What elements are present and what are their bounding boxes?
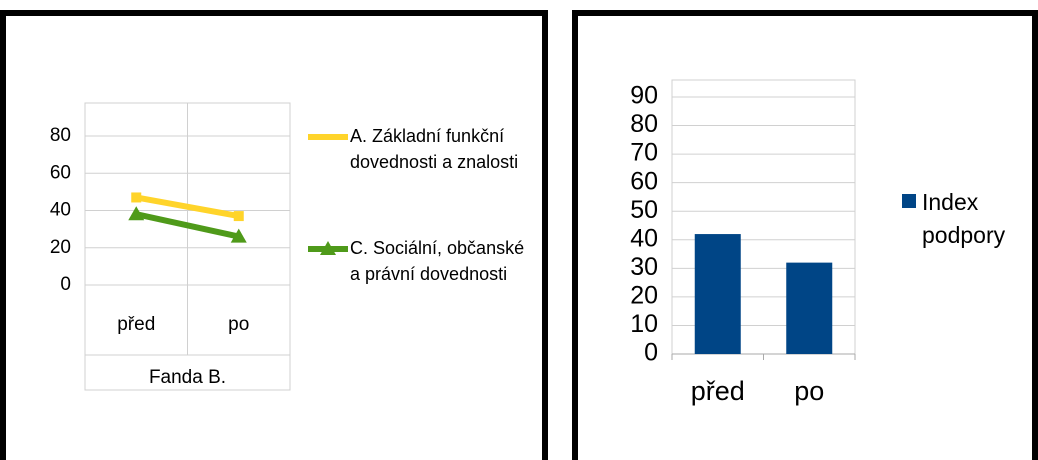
x-tick-label: před bbox=[117, 314, 155, 335]
legend-label: C. Sociální, občanské a právní dovednost… bbox=[350, 238, 525, 285]
marker bbox=[128, 206, 145, 221]
y-tick-label: 60 bbox=[50, 162, 71, 183]
x-tick-label: po bbox=[228, 314, 249, 335]
y-tick-label: 40 bbox=[630, 224, 658, 252]
y-tick-label: 90 bbox=[630, 82, 658, 110]
marker bbox=[233, 211, 244, 222]
legend-marker bbox=[320, 241, 336, 255]
y-tick-label: 20 bbox=[630, 281, 658, 309]
left-panel bbox=[0, 10, 548, 460]
y-tick-label: 20 bbox=[50, 237, 71, 258]
y-tick-label: 30 bbox=[630, 253, 658, 281]
y-tick-label: 80 bbox=[630, 110, 658, 138]
y-tick-label: 50 bbox=[630, 196, 658, 224]
x-tick-label: po bbox=[794, 376, 824, 406]
y-tick-label: 40 bbox=[50, 200, 71, 221]
y-tick-label: 70 bbox=[630, 139, 658, 167]
series-line bbox=[135, 194, 240, 220]
y-tick-label: 0 bbox=[60, 274, 71, 295]
legend-label: A. Základní funkční dovednosti a znalost… bbox=[350, 126, 519, 173]
right-panel bbox=[572, 10, 1038, 460]
y-tick-label: 10 bbox=[630, 310, 658, 338]
y-tick-label: 80 bbox=[50, 125, 71, 146]
marker bbox=[131, 192, 142, 203]
series-line bbox=[135, 211, 240, 240]
group-label: Fanda B. bbox=[149, 367, 226, 388]
marker bbox=[230, 228, 247, 243]
bar bbox=[786, 262, 833, 354]
x-tick-label: před bbox=[691, 376, 745, 406]
bar bbox=[694, 234, 741, 354]
legend-label: Index podpory bbox=[922, 189, 1006, 249]
y-tick-label: 60 bbox=[630, 167, 658, 195]
y-tick-label: 0 bbox=[644, 339, 658, 367]
legend-swatch bbox=[902, 194, 916, 208]
